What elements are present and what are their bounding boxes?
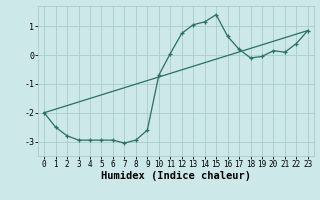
- X-axis label: Humidex (Indice chaleur): Humidex (Indice chaleur): [101, 171, 251, 181]
